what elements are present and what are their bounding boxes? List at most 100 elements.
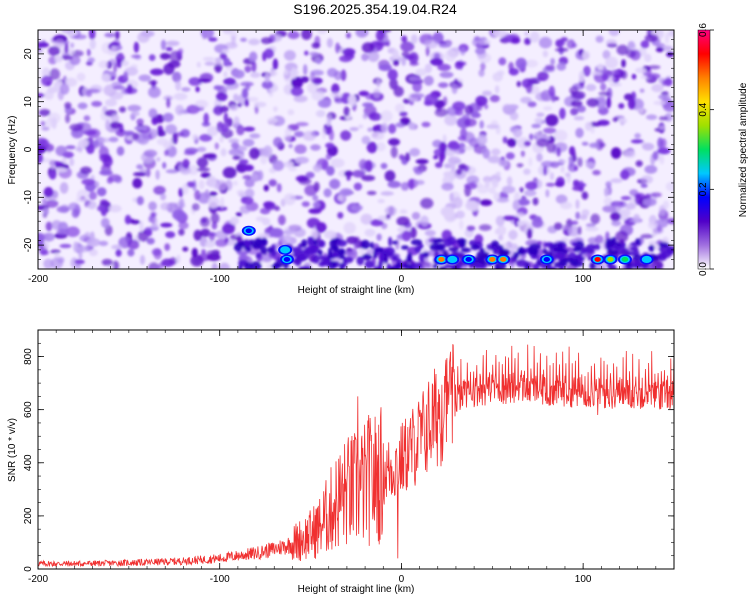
heatmap-cell <box>116 146 125 156</box>
heatmap-cell <box>510 243 518 250</box>
heatmap-cell <box>646 114 658 120</box>
heatmap-cell <box>215 180 228 191</box>
heatmap-cell <box>240 196 254 205</box>
heatmap-cell <box>261 237 268 246</box>
heatmap-cell <box>73 34 87 40</box>
heatmap-cell <box>255 253 262 259</box>
heatmap-cell <box>422 262 436 269</box>
heatmap-cell <box>327 114 332 124</box>
heatmap-cell <box>392 49 400 61</box>
heatmap-cell <box>631 73 637 80</box>
heatmap-cell <box>254 101 267 108</box>
heatmap-cell <box>507 104 519 110</box>
heatmap-cell <box>206 175 217 188</box>
heatmap-cell <box>525 82 533 94</box>
heatmap-cell <box>432 264 438 269</box>
heatmap-cell <box>508 229 518 240</box>
heatmap-cell <box>384 170 396 182</box>
heatmap-cell <box>464 104 474 115</box>
heatmap-cell <box>606 249 619 255</box>
heatmap-cell <box>232 180 238 186</box>
heatmap-cell <box>479 253 486 263</box>
heatmap-cell <box>115 30 120 40</box>
y-tick-label: 800 <box>23 348 34 365</box>
heatmap-cell <box>54 38 65 47</box>
heatmap-cell <box>69 123 84 132</box>
heatmap-cell <box>575 211 581 220</box>
heatmap-cell <box>511 37 521 44</box>
heatmap-cell <box>609 82 622 87</box>
heatmap-cell <box>568 225 580 237</box>
heatmap-cell <box>457 135 467 141</box>
heatmap-cell <box>204 61 215 66</box>
heatmap-cell <box>98 60 110 69</box>
heatmap-cell <box>260 246 268 255</box>
heatmap-cell <box>51 117 57 130</box>
y-tick-label: 200 <box>23 507 34 524</box>
heatmap-cell <box>65 114 71 124</box>
heatmap-cell <box>480 61 486 71</box>
heatmap-cell <box>652 151 659 161</box>
heatmap-cell <box>236 162 248 173</box>
heatmap-cell <box>515 259 528 268</box>
heatmap-cell <box>233 93 239 102</box>
hot-spot-core <box>283 257 291 262</box>
colorbar-tick-label: 0.2 <box>698 182 709 196</box>
heatmap-cell <box>172 210 186 220</box>
heatmap-cell <box>470 112 481 119</box>
heatmap-cell <box>263 145 273 158</box>
heatmap-cell <box>525 181 538 191</box>
heatmap-cell <box>139 220 144 232</box>
heatmap-cell <box>42 198 47 206</box>
heatmap-cell <box>49 170 57 180</box>
heatmap-cell <box>302 130 317 141</box>
heatmap-cell <box>173 92 188 101</box>
heatmap-cell <box>181 87 191 92</box>
heatmap-cell <box>355 30 369 38</box>
heatmap-cell <box>163 142 172 150</box>
heatmap-cell <box>304 184 318 197</box>
heatmap-cell <box>592 264 607 269</box>
heatmap-cell <box>86 48 91 57</box>
heatmap-cell <box>131 54 141 59</box>
heatmap-cell <box>610 69 619 76</box>
heatmap-cell <box>659 155 665 165</box>
snr-series-line <box>38 344 674 568</box>
heatmap-cell <box>247 96 259 102</box>
heatmap-cell <box>98 240 109 247</box>
heatmap-cell <box>195 86 200 93</box>
heatmap-cell <box>409 61 419 66</box>
heatmap-cell <box>186 104 200 114</box>
heatmap-cell <box>555 194 568 204</box>
heatmap-cell <box>231 142 240 149</box>
x-tick-label: -100 <box>210 274 230 285</box>
heatmap-cell <box>636 107 648 114</box>
heatmap-cell <box>56 206 70 213</box>
heatmap-cell <box>475 95 488 107</box>
heatmap-cell <box>366 141 378 154</box>
heatmap-cell <box>192 133 198 141</box>
heatmap-cell <box>408 52 419 64</box>
heatmap-cell <box>633 213 641 224</box>
heatmap-cell <box>620 169 630 180</box>
heatmap-cell <box>167 60 181 68</box>
heatmap-cell <box>48 56 58 65</box>
heatmap-cell <box>534 117 543 124</box>
heatmap-cell <box>475 47 486 55</box>
heatmap-cell <box>263 201 275 209</box>
heatmap-cell <box>640 183 648 188</box>
heatmap-cell <box>401 35 408 43</box>
heatmap-cell <box>145 168 151 178</box>
heatmap-cell <box>87 128 101 139</box>
heatmap-cell <box>316 110 326 118</box>
heatmap-cell <box>264 48 274 59</box>
heatmap-cell <box>211 221 218 230</box>
heatmap-cell <box>595 35 604 43</box>
heatmap-cell <box>496 70 505 76</box>
heatmap-cell <box>442 96 448 106</box>
heatmap-cell <box>532 262 540 269</box>
heatmap-cell <box>668 30 674 38</box>
heatmap-cell <box>524 31 529 36</box>
heatmap-cell <box>449 192 454 203</box>
heatmap-cell <box>100 206 108 217</box>
